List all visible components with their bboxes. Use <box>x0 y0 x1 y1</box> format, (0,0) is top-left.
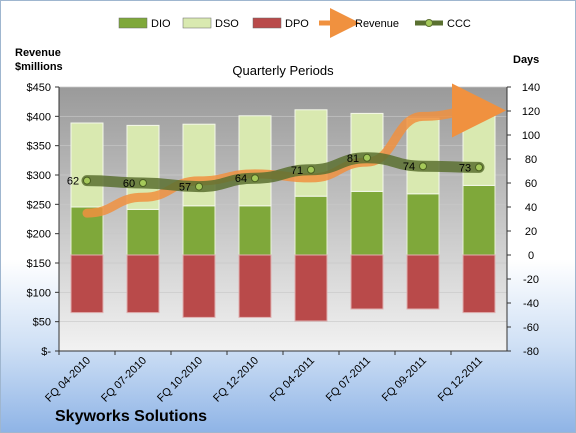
left-axis-unit-line2: $millions <box>15 61 63 73</box>
plot-area <box>59 87 507 351</box>
dio-bar <box>294 195 328 256</box>
ccc-data-label: 74 <box>403 161 415 173</box>
x-tick-label: FQ 07-2010 <box>99 355 149 405</box>
legend-label-ccc: CCC <box>447 18 471 30</box>
left-tick-label: $400 <box>27 111 51 123</box>
ccc-point <box>419 162 427 171</box>
right-tick-label: 20 <box>525 226 537 238</box>
dpo-bar <box>350 254 384 310</box>
ccc-point <box>251 174 259 183</box>
right-tick-label: -40 <box>523 298 539 310</box>
ccc-data-label: 62 <box>67 176 79 188</box>
ccc-data-label: 64 <box>235 173 247 185</box>
dpo-bar <box>126 254 160 314</box>
dio-bar <box>350 190 384 256</box>
dio-bar <box>406 193 440 256</box>
ccc-data-label: 71 <box>291 165 303 177</box>
x-tick-label: FQ 04-2011 <box>268 355 317 404</box>
left-tick-label: $50 <box>33 317 51 329</box>
company-name: Skyworks Solutions <box>55 408 207 425</box>
ccc-point <box>475 163 483 172</box>
legend: DIO DSO DPO Revenue CCC <box>118 8 471 38</box>
x-tick-label: FQ 10-2010 <box>155 355 205 405</box>
ccc-point <box>307 165 315 174</box>
dpo-bar <box>182 254 216 318</box>
dso-bar <box>294 109 328 197</box>
dso-bar <box>462 112 496 186</box>
left-tick-label: $350 <box>27 141 51 153</box>
dio-bar <box>126 208 160 256</box>
legend-label-revenue: Revenue <box>355 18 399 30</box>
ccc-data-label: 57 <box>179 182 191 194</box>
legend-swatch-ccc-marker <box>425 19 433 27</box>
legend-label-dso: DSO <box>215 18 239 30</box>
dpo-bar <box>406 254 440 310</box>
right-tick-label: 140 <box>522 82 540 94</box>
right-tick-label: 0 <box>528 250 534 262</box>
dso-bar <box>238 115 272 207</box>
legend-label-dpo: DPO <box>285 18 309 30</box>
ccc-line <box>81 152 485 193</box>
x-tick-label: FQ 09-2011 <box>380 355 429 404</box>
legend-label-dio: DIO <box>151 18 171 30</box>
right-tick-label: 40 <box>525 202 537 214</box>
right-tick-label: -60 <box>523 322 539 334</box>
x-tick-label: FQ 04-2010 <box>43 355 93 405</box>
line-layer <box>81 83 506 218</box>
left-tick-label: $450 <box>27 82 51 94</box>
ccc-data-label: 81 <box>347 153 359 165</box>
dio-bar <box>462 184 496 256</box>
right-tick-label: 60 <box>525 178 537 190</box>
ccc-point <box>363 153 371 162</box>
x-tick-label: FQ 07-2011 <box>324 355 373 404</box>
dso-bar <box>182 123 216 207</box>
left-tick-label: $100 <box>27 287 51 299</box>
ccc-point <box>139 179 147 187</box>
left-tick-label: $250 <box>27 199 51 211</box>
left-tick-label: $300 <box>27 170 51 182</box>
ccc-point <box>83 176 91 185</box>
right-tick-label: 80 <box>525 154 537 166</box>
dio-bar <box>238 205 272 256</box>
left-tick-label: $- <box>41 346 51 358</box>
label-layer: 62 60 57 64 71 81 74 73 <box>67 153 471 194</box>
legend-swatch-dso <box>182 17 212 29</box>
dio-bar <box>182 205 216 256</box>
legend-swatch-dpo <box>252 17 282 29</box>
left-tick-label: $150 <box>27 258 51 270</box>
ccc-point <box>195 182 203 191</box>
chart-title: Quarterly Periods <box>232 63 334 78</box>
left-axis-unit-line1: Revenue <box>15 47 61 59</box>
dpo-bar <box>462 254 496 314</box>
dso-bar <box>70 122 104 208</box>
left-tick-label: $200 <box>27 229 51 241</box>
right-axis-unit: Days <box>513 54 539 66</box>
right-tick-label: 100 <box>522 130 540 142</box>
dpo-bar <box>70 254 104 314</box>
right-tick-label: -80 <box>523 346 539 358</box>
ccc-data-label: 73 <box>459 162 471 174</box>
dpo-bar <box>238 254 272 318</box>
ccc-data-label: 60 <box>123 178 135 190</box>
legend-swatch-dio <box>118 17 148 29</box>
dpo-bar <box>294 254 328 322</box>
dso-bar <box>406 117 440 195</box>
right-tick-label: 120 <box>522 106 540 118</box>
x-tick-label: FQ 12-2011 <box>436 355 485 404</box>
right-tick-label: -20 <box>523 274 539 286</box>
x-tick-label: FQ 12-2010 <box>211 355 261 405</box>
